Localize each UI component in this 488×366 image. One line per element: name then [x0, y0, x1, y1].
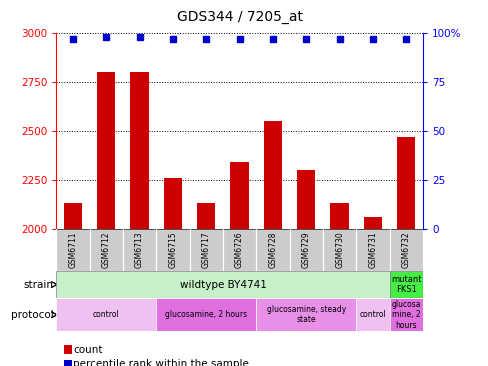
Text: mutant
FKS1: mutant FKS1 — [390, 275, 421, 294]
Text: GSM6731: GSM6731 — [368, 231, 377, 268]
Bar — [356, 298, 389, 331]
Text: GSM6728: GSM6728 — [268, 232, 277, 268]
Bar — [56, 229, 89, 271]
Bar — [97, 72, 115, 229]
Text: glucosa
mine, 2
hours: glucosa mine, 2 hours — [391, 300, 420, 330]
Bar — [330, 203, 348, 229]
Bar — [356, 229, 389, 271]
Bar — [130, 72, 148, 229]
Bar — [322, 229, 356, 271]
Bar — [156, 229, 189, 271]
Bar — [230, 162, 248, 229]
Bar — [297, 170, 315, 229]
Text: GSM6732: GSM6732 — [401, 231, 410, 268]
Bar — [63, 203, 82, 229]
Bar — [389, 229, 422, 271]
Text: glucosamine, steady
state: glucosamine, steady state — [266, 305, 345, 325]
Text: GSM6717: GSM6717 — [202, 231, 210, 268]
Bar — [389, 271, 422, 298]
Bar — [256, 298, 356, 331]
Text: wildtype BY4741: wildtype BY4741 — [179, 280, 266, 290]
Bar — [389, 298, 422, 331]
Text: percentile rank within the sample: percentile rank within the sample — [73, 359, 249, 366]
Text: GSM6713: GSM6713 — [135, 231, 144, 268]
Bar — [122, 229, 156, 271]
Bar — [363, 217, 381, 229]
Text: GSM6726: GSM6726 — [235, 231, 244, 268]
Bar — [156, 298, 256, 331]
Bar — [223, 229, 256, 271]
Bar — [189, 229, 223, 271]
Text: strain: strain — [24, 280, 54, 290]
Bar — [263, 121, 282, 229]
Bar — [89, 229, 122, 271]
Text: GDS344 / 7205_at: GDS344 / 7205_at — [176, 10, 302, 24]
Bar — [163, 178, 182, 229]
Text: control: control — [93, 310, 120, 319]
Text: count: count — [73, 344, 102, 355]
Text: GSM6729: GSM6729 — [301, 231, 310, 268]
Text: GSM6711: GSM6711 — [68, 232, 77, 268]
Text: GSM6730: GSM6730 — [334, 231, 344, 268]
Text: control: control — [359, 310, 386, 319]
Text: protocol: protocol — [11, 310, 54, 320]
Text: GSM6715: GSM6715 — [168, 231, 177, 268]
Text: GSM6712: GSM6712 — [102, 232, 110, 268]
Bar — [197, 203, 215, 229]
Bar — [289, 229, 322, 271]
Text: glucosamine, 2 hours: glucosamine, 2 hours — [165, 310, 247, 319]
Bar — [396, 137, 415, 229]
Bar — [56, 298, 156, 331]
Bar — [256, 229, 289, 271]
